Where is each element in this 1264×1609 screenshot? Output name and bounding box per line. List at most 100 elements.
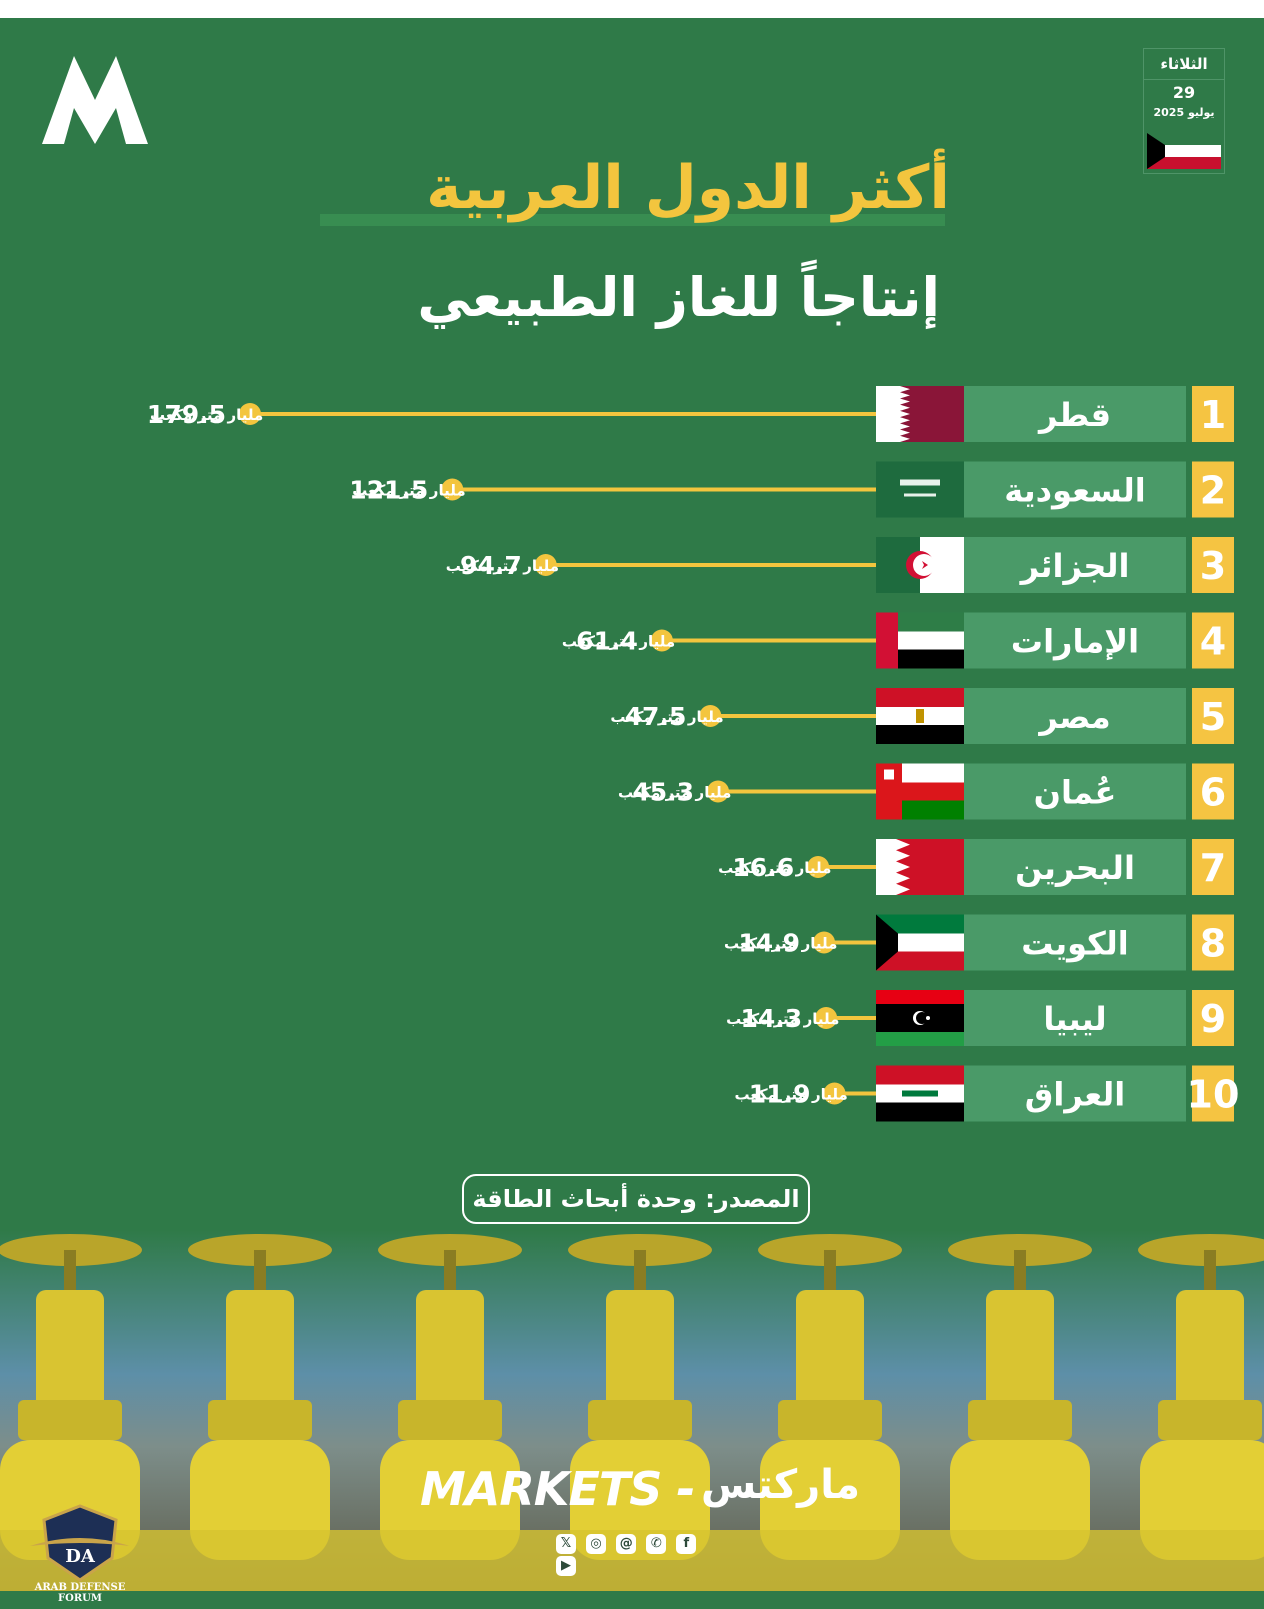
value-marker <box>707 780 730 803</box>
rank-number: 1 <box>1200 393 1226 437</box>
value-label: 14.3 <box>740 1004 802 1033</box>
country-name: الإمارات <box>1011 623 1139 661</box>
value-marker <box>441 478 464 501</box>
rank-number: 9 <box>1200 997 1226 1041</box>
rank-number: 4 <box>1200 620 1226 664</box>
rank-number: 6 <box>1200 771 1226 815</box>
rank-number: 3 <box>1200 544 1226 588</box>
country-name: الجزائر <box>1019 547 1130 585</box>
kuwait-flag-icon <box>1147 133 1221 169</box>
country-box <box>964 537 1186 593</box>
markets-logo <box>42 56 148 144</box>
unit-label: مليار متر مكعب <box>724 935 837 953</box>
country-name: العراق <box>1025 1076 1126 1114</box>
country-name: عُمان <box>1034 774 1117 812</box>
unit-label: مليار متر مكعب <box>618 784 731 802</box>
bahrain-flag-icon <box>876 839 964 895</box>
brand-footer: MARKETS - ماركتس <box>420 1462 860 1518</box>
value-marker <box>534 554 557 576</box>
pipeline-valves-image <box>0 1230 1264 1591</box>
rank-box <box>1192 386 1234 442</box>
youtube-icon[interactable]: ▶ <box>556 1556 576 1576</box>
country-box <box>964 688 1186 744</box>
value-marker <box>823 1082 846 1105</box>
iraq-flag-icon <box>876 1065 964 1122</box>
value-label: 61.4 <box>576 627 638 656</box>
value-label: 179.5 <box>147 400 226 429</box>
x-icon[interactable]: 𝕏 <box>556 1534 576 1554</box>
unit-label: مليار متر مكعب <box>446 557 559 575</box>
libya-flag-icon <box>876 990 964 1046</box>
rank-box <box>1192 537 1234 593</box>
value-label: 14.9 <box>738 929 800 958</box>
oman-flag-icon <box>876 763 964 820</box>
country-name: ليبيا <box>1043 1000 1106 1038</box>
date-weekday: الثلاثاء <box>1144 49 1224 80</box>
brand-name-latin: MARKETS - <box>420 1462 695 1516</box>
value-marker <box>813 931 836 954</box>
rank-box <box>1192 1065 1234 1122</box>
country-name: مصر <box>1037 698 1110 736</box>
rank-number: 5 <box>1200 695 1226 739</box>
unit-label: مليار متر مكعب <box>726 1010 839 1028</box>
kuwait-flag-icon <box>876 914 964 971</box>
country-box <box>964 461 1186 518</box>
value-label: 11.9 <box>749 1080 811 1109</box>
unit-label: مليار متر مكعب <box>718 859 831 877</box>
date-month-year: يوليو 2025 <box>1153 106 1215 119</box>
facebook-icon[interactable]: f <box>676 1534 697 1554</box>
source-label: المصدر: وحدة أبحاث الطاقة <box>462 1174 810 1224</box>
rank-box <box>1192 839 1234 895</box>
brand-name-arabic: ماركتس <box>701 1462 860 1508</box>
unit-label: مليار متر مكعب <box>734 1086 847 1104</box>
threads-icon[interactable]: @ <box>616 1534 637 1554</box>
country-name: البحرين <box>1015 849 1135 887</box>
rank-number: 2 <box>1200 469 1226 513</box>
social-links: 𝕏 ◎ @ ✆ f ▶ <box>556 1532 716 1576</box>
country-box <box>964 612 1186 669</box>
value-marker <box>239 403 261 425</box>
unit-label: مليار متر مكعب <box>562 633 675 651</box>
country-name: قطر <box>1037 396 1111 434</box>
country-box <box>964 386 1186 442</box>
country-box <box>964 763 1186 820</box>
country-box <box>964 914 1186 971</box>
valves-illustration <box>0 1234 1264 1591</box>
country-box <box>964 839 1186 895</box>
qatar-flag-icon <box>876 386 964 442</box>
rank-box <box>1192 914 1234 971</box>
instagram-icon[interactable]: ◎ <box>586 1534 607 1554</box>
rank-box <box>1192 763 1234 820</box>
value-marker <box>807 856 830 878</box>
unit-label: مليار متر مكعب <box>352 482 465 500</box>
value-label: 47.5 <box>625 702 687 731</box>
value-label: 45.3 <box>632 778 694 807</box>
country-name: الكويت <box>1021 925 1129 963</box>
forum-name: ARAB DEFENSE FORUM <box>34 1582 126 1604</box>
value-marker <box>699 705 722 727</box>
forum-watermark-icon: DA <box>30 1504 130 1582</box>
egypt-flag-icon <box>876 688 964 744</box>
value-marker <box>815 1007 838 1029</box>
rank-number: 10 <box>1187 1073 1240 1117</box>
value-label: 16.6 <box>732 853 794 882</box>
saudi-flag-icon <box>876 461 964 518</box>
rank-box <box>1192 688 1234 744</box>
date-day: 29 <box>1172 83 1196 102</box>
title-highlight <box>320 214 945 226</box>
page-subtitle: إنتاجاً للغاز الطبيعي <box>417 266 940 329</box>
uae-flag-icon <box>876 612 964 669</box>
rank-number: 8 <box>1200 922 1226 966</box>
whatsapp-icon[interactable]: ✆ <box>646 1534 667 1554</box>
country-box <box>964 1065 1186 1122</box>
